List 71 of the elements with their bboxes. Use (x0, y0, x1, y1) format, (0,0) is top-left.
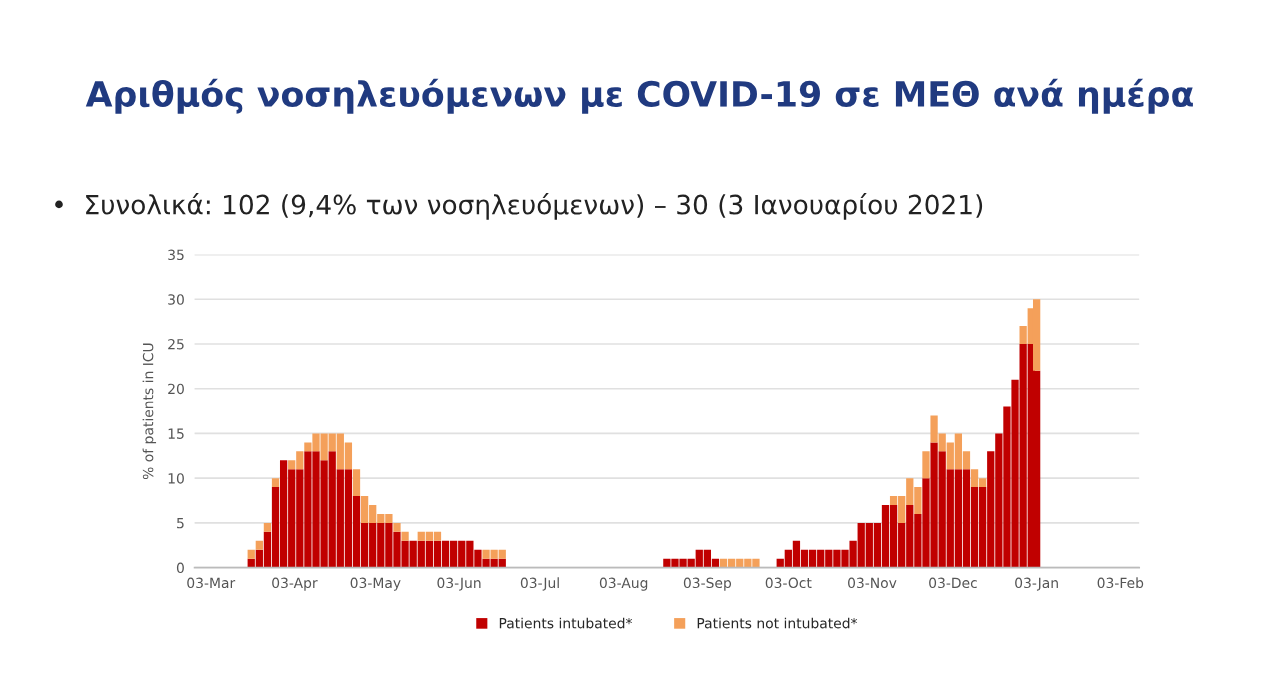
bar (841, 549, 849, 568)
bar (255, 540, 263, 550)
bar (466, 540, 474, 568)
bar (930, 415, 938, 443)
bar (393, 531, 401, 568)
bar (703, 549, 712, 568)
bar (954, 469, 963, 568)
bar (970, 469, 979, 488)
bar (401, 540, 409, 568)
bar (671, 558, 679, 568)
bar (271, 478, 280, 488)
bar (1019, 344, 1027, 568)
bar (922, 451, 930, 479)
bar (279, 460, 288, 568)
bar (857, 522, 865, 568)
bar (377, 522, 385, 568)
bar (663, 558, 671, 568)
bar (441, 540, 450, 568)
bar (409, 540, 417, 568)
chart-subtitle: • Συνολικά: 102 (9,4% των νοσηλευόμενων) – 30 (3 Ιανουαρίου 2021) (55, 193, 983, 220)
bar (490, 549, 498, 559)
bar (296, 451, 304, 470)
bar (1033, 299, 1041, 371)
bar (881, 504, 890, 568)
bar (385, 513, 393, 523)
bar (889, 504, 898, 568)
bar (401, 531, 409, 541)
bar (458, 540, 466, 568)
bar (336, 433, 344, 470)
bar (425, 531, 434, 541)
bar (817, 549, 825, 568)
bar (369, 522, 377, 568)
bar (312, 451, 320, 568)
bar (304, 451, 312, 568)
bar (482, 558, 490, 568)
bar (808, 549, 817, 568)
bar (930, 442, 938, 568)
bar (417, 540, 425, 568)
bar (377, 513, 385, 523)
bar (498, 549, 506, 559)
bar (352, 469, 361, 497)
bar (393, 522, 401, 532)
bar (792, 540, 801, 568)
bar (369, 504, 377, 523)
bar (679, 558, 687, 568)
bar (320, 433, 328, 461)
bar (800, 549, 809, 568)
bar (752, 558, 760, 568)
chart-title: Αριθμός νοσηλευόμενων με COVID-19 σε ΜΕΘ ανά ημέρα (85, 78, 1193, 114)
bar (385, 522, 393, 568)
bar (328, 451, 336, 568)
bar (784, 549, 792, 568)
bar (695, 549, 703, 568)
bar (417, 531, 425, 541)
bar (482, 549, 490, 559)
bar (865, 522, 873, 568)
bar (312, 433, 320, 452)
bar (247, 549, 255, 559)
bar (433, 531, 442, 541)
bar (954, 433, 963, 470)
bar (962, 469, 971, 568)
bar (344, 469, 353, 568)
bar (906, 504, 914, 568)
bar (474, 549, 482, 568)
bar (450, 540, 458, 568)
bar (833, 549, 841, 568)
bar (263, 522, 272, 532)
bar (825, 549, 833, 568)
bar (360, 496, 369, 523)
bar (433, 540, 442, 568)
bar (425, 540, 434, 568)
